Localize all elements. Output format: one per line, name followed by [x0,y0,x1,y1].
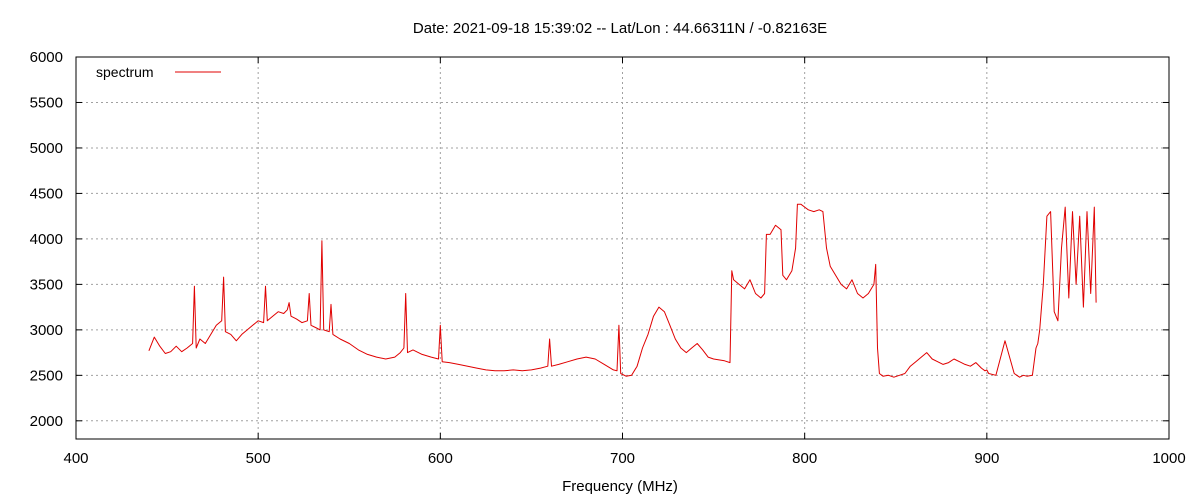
x-tick-label: 700 [610,450,635,467]
x-tick-label: 800 [792,450,817,467]
x-tick-label: 600 [428,450,453,467]
y-tick-label: 5500 [30,94,63,111]
y-tick-label: 6000 [30,49,63,66]
grid-lines [76,57,1169,439]
y-tick-label: 2000 [30,413,63,430]
y-tick-label: 3000 [30,322,63,339]
y-tick-label: 3500 [30,276,63,293]
series-line-spectrum [148,203,1097,378]
x-tick-label: 500 [246,450,271,467]
x-tick-label: 900 [974,450,999,467]
y-tick-label: 4500 [30,185,63,202]
legend-label-spectrum: spectrum [96,64,154,80]
legend: spectrum [96,64,221,80]
series-layer [148,203,1097,378]
y-tick-label: 5000 [30,140,63,157]
y-tick-label: 4000 [30,231,63,248]
x-axis-label: Frequency (MHz) [562,478,678,495]
axis-ticks: 400 500 600 700 800 900 1000 2000 2500 3000 3500 40… [30,49,1186,467]
x-tick-label: 1000 [1152,450,1185,467]
x-tick-label: 400 [63,450,88,467]
y-tick-label: 2500 [30,367,63,384]
chart-title: Date: 2021-09-18 15:39:02 -- Lat/Lon : 4… [413,20,827,37]
